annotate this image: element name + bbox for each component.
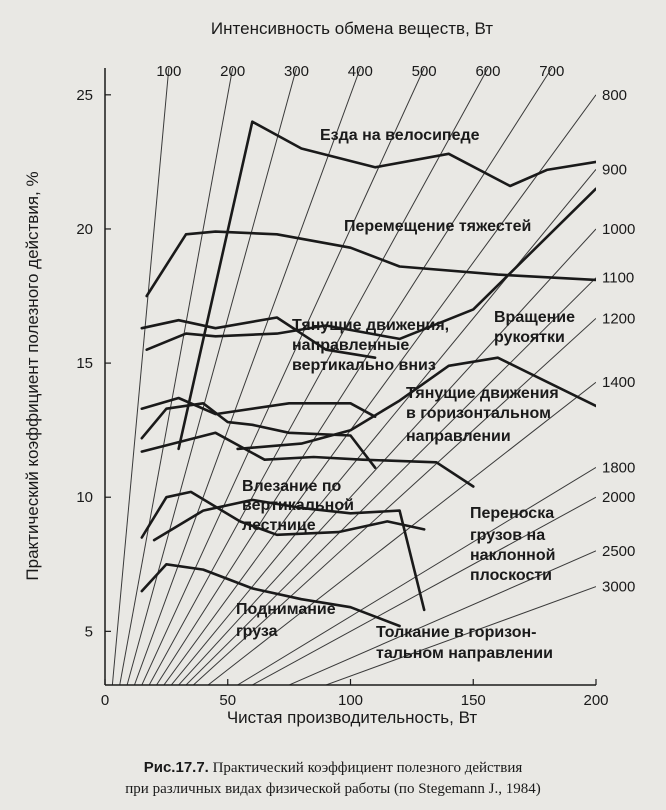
chart-annotation: направленные [292,337,409,354]
metabolic-isoline [185,277,596,685]
metabolic-label: 500 [412,63,437,80]
chart-annotation: груза [236,623,278,640]
metabolic-label: 3000 [602,579,635,596]
metabolic-isoline [148,68,489,685]
metabolic-isoline [126,68,297,685]
metabolic-isoline [119,68,234,685]
caption-line1: Практический коэффициент полезного дейст… [212,760,523,776]
metabolic-label: 900 [602,161,627,178]
metabolic-label: 600 [475,63,500,80]
metabolic-isoline [192,318,596,685]
metabolic-label: 100 [156,63,181,80]
chart-annotation: направлении [406,428,511,445]
y-tick-label: 25 [76,87,93,104]
x-tick-label: 50 [219,692,236,709]
series-line [140,396,377,419]
metabolic-isoline [236,466,596,685]
metabolic-isoline [177,228,596,685]
metabolic-label: 300 [284,63,309,80]
caption-line2: при различных видах физической работы (п… [125,781,541,797]
metabolic-isoline [251,496,596,685]
metabolic-label: 1800 [602,459,635,476]
chart-annotation: рукоятки [494,329,565,346]
metabolic-labels: 100 200 300 400 500 600 700 800 900 1000 1100 1200 1… [156,63,635,596]
chart-annotation: в горизонтальном [406,405,551,422]
chart-annotation: тальном направлении [376,645,553,662]
metabolic-isoline [141,68,425,685]
top-axis-title: Интенсивность обмена веществ, Вт [211,19,493,38]
metabolic-isoline [287,550,596,685]
chart-annotation: лестнице [242,517,316,534]
chart-annotation: Вращение [494,309,575,326]
metabolic-label: 2500 [602,543,635,560]
chart-annotation: Перемещение тяжестей [344,218,531,235]
figure-caption: Рис.17.7. Практический коэффициент полез… [0,757,666,800]
metabolic-isoline [133,68,361,685]
chart-annotation: Езда на велосипеде [320,127,480,144]
y-tick-label: 5 [85,623,93,640]
chart-annotation: вертикальной [242,497,354,514]
metabolic-isoline [324,586,596,685]
y-axis-title: Практический коэффициент полезного дейст… [23,171,42,580]
chart-annotation: Влезание по [242,478,342,495]
caption-label: Рис.17.7. [143,759,209,776]
y-tick-label: 20 [76,221,93,238]
x-tick-label: 100 [338,692,363,709]
chart-annotation: плоскости [470,567,552,584]
series-line [177,120,596,451]
series-line [152,498,426,612]
metabolic-isoline [111,68,170,685]
metabolic-label: 1000 [602,221,635,238]
chart: 0 50 100 150 200 5 10 15 20 25 100 200 300 400 500 600… [23,19,635,727]
x-tick-label: 150 [461,692,486,709]
metabolic-isoline [155,68,553,685]
chart-annotation: Тянущие движения, [292,317,449,334]
chart-annotation: Поднимание [236,601,336,618]
metabolic-label: 2000 [602,489,635,506]
series-line [145,187,596,352]
y-tick-label: 10 [76,489,93,506]
x-tick-label: 0 [101,692,109,709]
axes [104,68,597,686]
chart-annotation: Тянущие движения [406,385,559,402]
metabolic-label: 800 [602,87,627,104]
metabolic-label: 200 [220,63,245,80]
annotations: Езда на велосипеде Перемещение тяжестей Тя… [236,127,575,662]
chart-annotation: наклонной [470,547,555,564]
series-line [140,431,475,488]
metabolic-isoline [207,381,596,685]
chart-annotation: Переноска [470,505,554,522]
series-line [140,401,377,470]
y-tick-label: 15 [76,355,93,372]
metabolic-label: 700 [539,63,564,80]
series-line [140,562,401,628]
tick-labels: 0 50 100 150 200 5 10 15 20 25 [76,87,608,709]
chart-annotation: вертикально вниз [292,357,436,374]
x-tick-label: 200 [583,692,608,709]
metabolic-label: 400 [348,63,373,80]
series-line [145,230,596,298]
metabolic-label: 1400 [602,374,635,391]
metabolic-label: 1100 [602,270,634,287]
chart-annotation: Толкание в горизон- [376,624,537,641]
series-line [140,316,377,360]
series-lines [140,120,596,628]
series-line [236,356,596,451]
x-axis-title: Чистая производительность, Вт [227,708,478,727]
metabolic-isolines [111,68,596,685]
metabolic-label: 1200 [602,310,635,327]
series-line [140,490,426,539]
chart-annotation: грузов на [470,527,545,544]
